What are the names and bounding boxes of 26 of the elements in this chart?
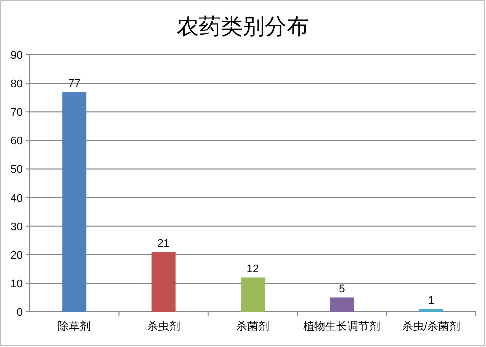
- x-tick-label: 植物生长调节剂: [304, 320, 381, 333]
- data-label: 12: [246, 264, 260, 276]
- bar: [152, 252, 176, 312]
- x-tick-label: 杀菌剂: [236, 320, 270, 333]
- y-tick-label: 80: [10, 78, 23, 91]
- x-tick-label: 杀虫剂: [147, 320, 180, 333]
- x-tick-label: 杀虫/杀菌剂: [402, 320, 460, 333]
- data-label: 21: [158, 238, 170, 250]
- bar: [330, 298, 354, 312]
- y-tick-label: 10: [10, 278, 23, 290]
- data-label: 1: [428, 295, 434, 308]
- y-tick-label: 90: [10, 50, 23, 62]
- bar: [419, 309, 444, 312]
- y-tick-label: 30: [10, 221, 23, 234]
- y-tick-label: 40: [10, 192, 23, 205]
- y-tick-label: 0: [16, 307, 23, 319]
- x-tick-label: 除草剂: [58, 320, 92, 333]
- bar: [241, 278, 265, 312]
- data-label: 5: [339, 284, 346, 296]
- y-tick-label: 50: [10, 164, 23, 176]
- y-tick-label: 70: [10, 107, 23, 120]
- y-tick-label: 60: [10, 136, 23, 148]
- data-label: 77: [68, 78, 81, 90]
- y-tick-label: 20: [10, 250, 23, 262]
- chart-title: 农药类别分布: [177, 14, 309, 39]
- bar: [62, 92, 87, 312]
